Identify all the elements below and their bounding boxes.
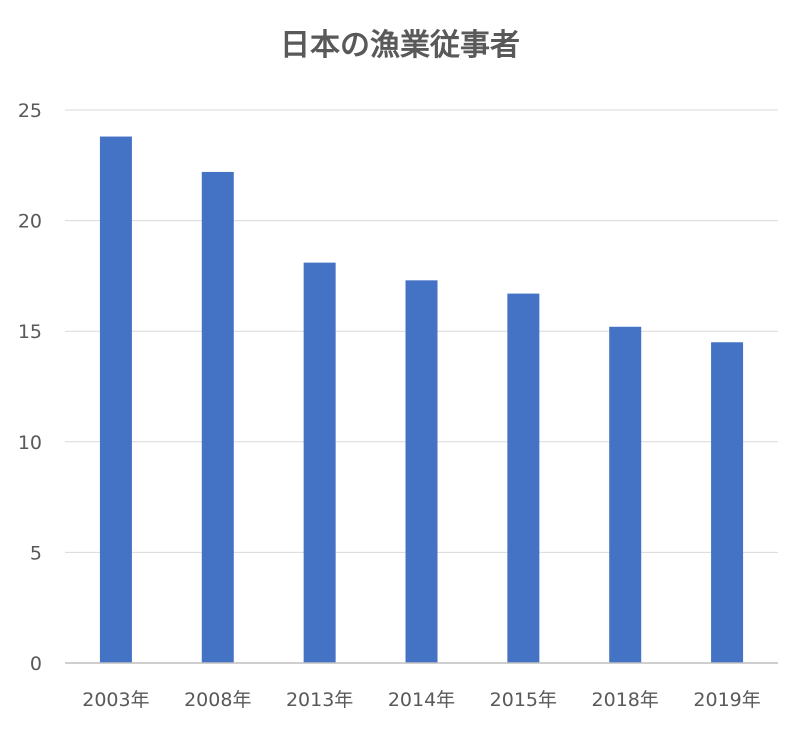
bar-2008年 [201, 171, 234, 663]
y-tick-label: 5 [30, 542, 42, 564]
bars [99, 136, 744, 663]
chart-title: 日本の漁業従事者 [280, 28, 520, 63]
x-tick-label: 2003年 [82, 689, 149, 711]
bar-2015年 [507, 293, 540, 663]
x-tick-label: 2019年 [693, 689, 760, 711]
bar-2018年 [609, 326, 642, 663]
y-tick-label: 0 [30, 653, 42, 675]
bar-2013年 [303, 262, 336, 663]
y-tick-label: 15 [18, 321, 42, 343]
y-tick-label: 20 [18, 211, 42, 233]
x-tick-label: 2014年 [388, 689, 455, 711]
x-tick-label: 2018年 [592, 689, 659, 711]
x-tick-label: 2013年 [286, 689, 353, 711]
y-tick-label: 25 [18, 100, 42, 122]
x-tick-label: 2008年 [184, 689, 251, 711]
bar-2019年 [711, 342, 744, 663]
x-axis-ticks: 2003年 2008年 2013年 2014年 2015年 2018年 2019年 [82, 689, 761, 711]
y-axis-ticks: 0 5 10 15 20 25 [18, 100, 42, 675]
x-tick-label: 2015年 [490, 689, 557, 711]
y-tick-label: 10 [18, 432, 42, 454]
bar-2014年 [405, 280, 438, 663]
bar-2003年 [99, 136, 132, 663]
